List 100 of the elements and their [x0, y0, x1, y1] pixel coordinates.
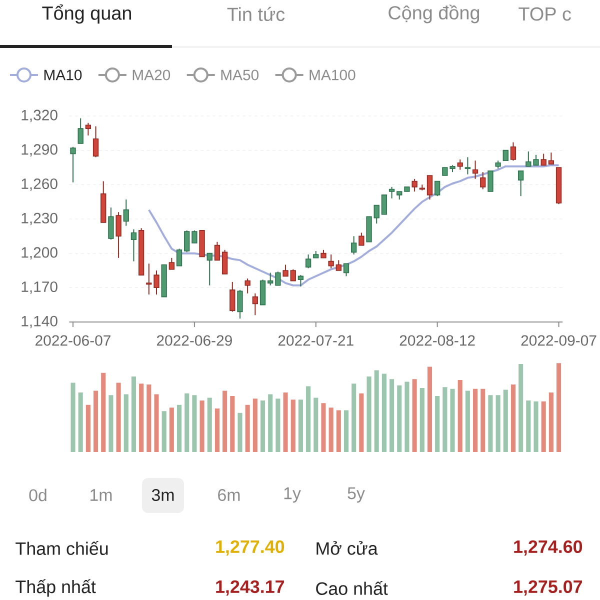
candlestick: [412, 178, 418, 192]
candlestick: [222, 249, 228, 274]
candlestick: [480, 172, 486, 190]
candlestick: [358, 232, 364, 246]
candlestick: [526, 150, 532, 167]
bar: [101, 372, 106, 452]
bar: [534, 401, 538, 452]
candlestick: [381, 194, 388, 215]
bar: [290, 400, 296, 452]
bar: [283, 392, 288, 452]
bar: [116, 382, 121, 452]
x-tick-label: 2022-07-21: [278, 335, 354, 346]
candlestick: [343, 263, 350, 277]
x-tick-label: 2022-08-12: [400, 335, 475, 346]
candlestick: [176, 248, 182, 266]
bar: [252, 398, 258, 452]
bar: [503, 390, 508, 452]
bar: [458, 380, 462, 452]
bar: [404, 382, 410, 452]
bar: [276, 398, 280, 452]
candlestick: [230, 281, 236, 312]
bar: [260, 400, 266, 452]
bar: [336, 410, 341, 452]
candlestick: [533, 154, 539, 166]
text: Mở cửa: [316, 541, 378, 555]
bar: [390, 379, 394, 452]
candlestick: [146, 263, 152, 296]
bar: [412, 379, 417, 452]
bar: [162, 411, 166, 452]
bar: [230, 396, 235, 452]
candlestick: [548, 152, 554, 165]
text: 1,277.40: [216, 540, 284, 556]
candlestick: [237, 289, 243, 320]
candlestick: [518, 170, 524, 197]
candlestick: [168, 257, 174, 270]
candlestick: [488, 170, 494, 192]
candlestick: [510, 142, 516, 162]
candlestick: [85, 122, 92, 136]
candlestick: [290, 268, 296, 282]
candlestick: [244, 278, 250, 294]
text: 1,243.17: [216, 580, 284, 596]
candlestick: [305, 254, 312, 269]
bar: [427, 366, 432, 452]
bar: [184, 393, 190, 452]
candlestick: [123, 199, 129, 226]
bar: [382, 374, 386, 452]
text: 3m: [152, 489, 174, 501]
bar: [245, 404, 250, 452]
candlestick: [92, 126, 99, 158]
candlestick: [184, 230, 190, 253]
bar: [526, 400, 531, 452]
bar: [496, 395, 500, 452]
candlestick: [108, 207, 114, 240]
candlestick: [78, 118, 84, 144]
bar: [321, 403, 326, 452]
text: 1,274.60: [514, 540, 582, 556]
bar: [268, 394, 273, 452]
bar: [488, 395, 493, 452]
candlestick: [116, 212, 122, 258]
bar: [518, 364, 524, 452]
bar: [192, 395, 197, 452]
bar: [442, 387, 448, 452]
candlestick: [298, 274, 304, 288]
text: Cao nhất: [316, 581, 388, 595]
candlestick: [154, 270, 160, 296]
y-tick-label: 1,230: [22, 212, 58, 226]
bar: [465, 390, 470, 452]
candlestick: [457, 158, 463, 170]
bar: [131, 376, 136, 452]
y-tick-label: 1,290: [22, 144, 58, 156]
candlestick: [464, 156, 471, 175]
bar: [480, 388, 486, 452]
bar: [86, 404, 90, 452]
y-tick-label: 1,200: [22, 247, 58, 260]
text: 1m: [90, 489, 112, 501]
bar: [124, 394, 128, 452]
candlestick: [282, 264, 288, 277]
bar: [154, 394, 159, 452]
bar: [207, 398, 212, 452]
bar: [146, 384, 152, 452]
bar: [510, 384, 516, 452]
bar: [70, 382, 76, 452]
bar: [366, 376, 372, 452]
text: 1y: [284, 487, 301, 503]
text: Tham chiếu: [16, 541, 108, 555]
bar: [548, 392, 554, 452]
bar: [93, 390, 98, 452]
candlestick: [252, 292, 258, 316]
candlestick: [275, 271, 281, 286]
legend-label: MA10: [44, 70, 82, 80]
candlestick: [328, 254, 334, 269]
bar: [541, 401, 546, 452]
y-tick-label: 1,320: [22, 110, 58, 122]
candlestick: [130, 228, 137, 262]
candlestick: [206, 252, 212, 286]
candlestick: [214, 241, 220, 261]
bar: [473, 388, 478, 452]
x-tick-label: 2022-06-29: [156, 335, 232, 346]
candlestick: [374, 204, 380, 224]
text: 0d: [29, 488, 46, 502]
